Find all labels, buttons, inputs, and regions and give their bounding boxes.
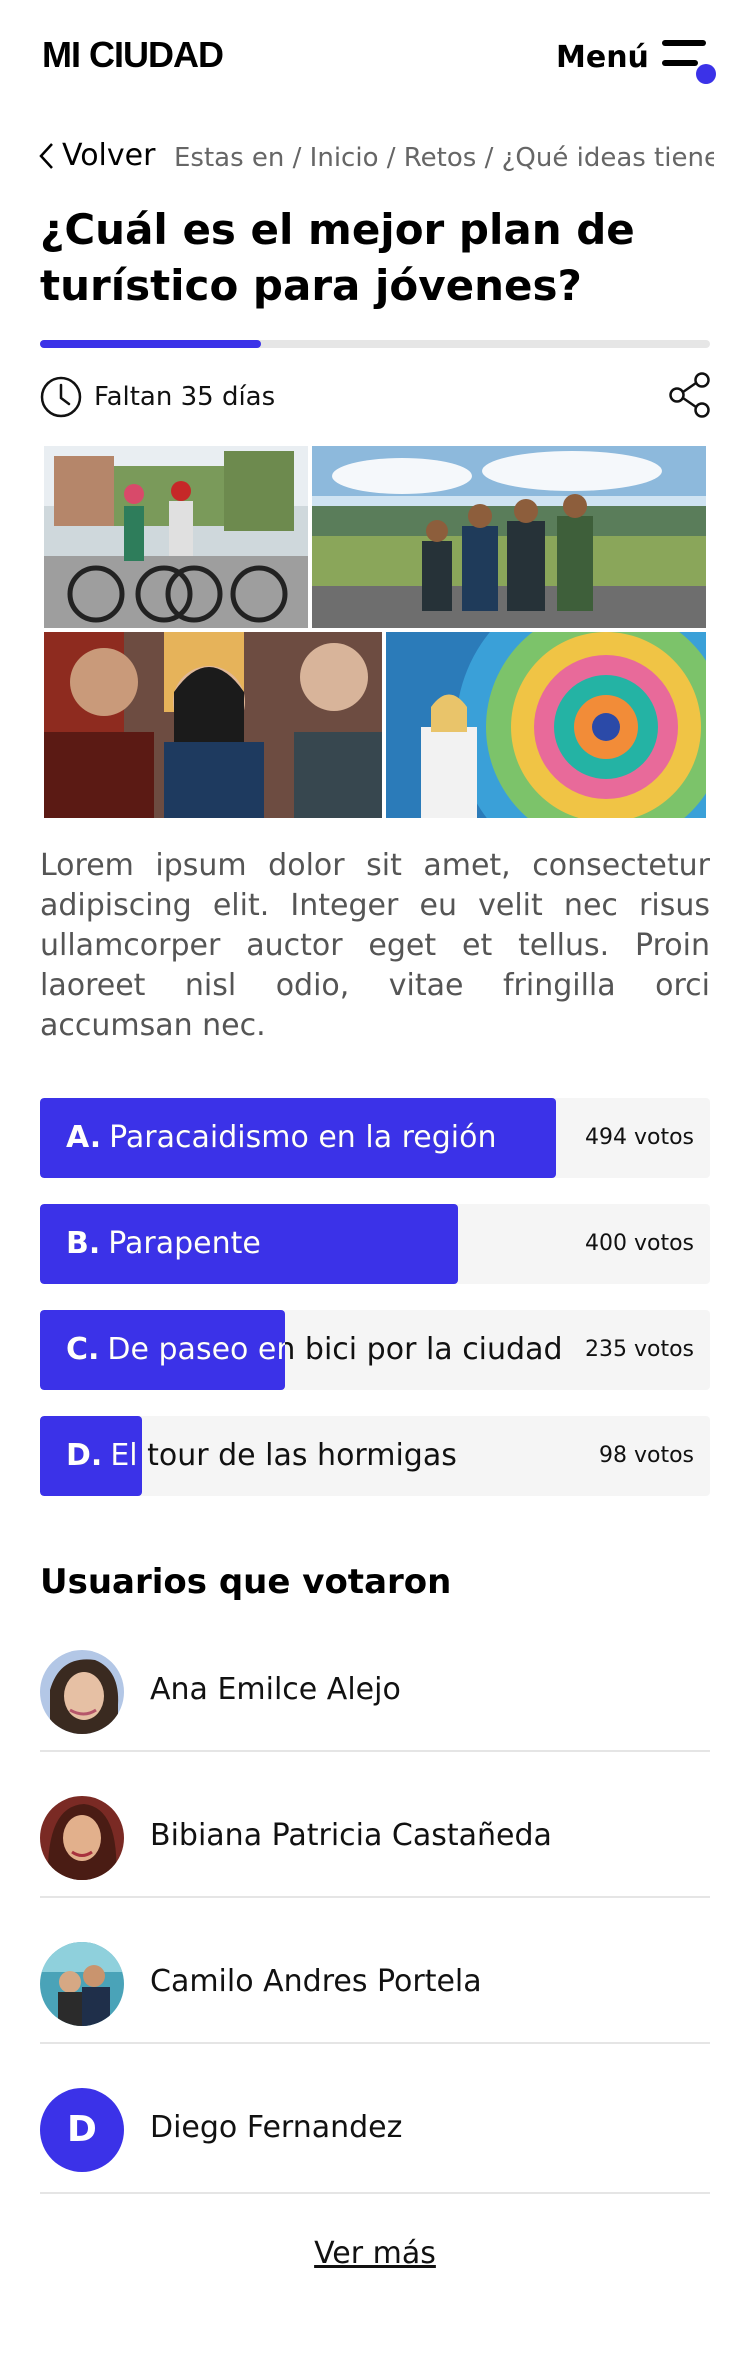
back-button[interactable]: Volver bbox=[38, 138, 155, 173]
deadline: Faltan 35 días bbox=[40, 376, 275, 418]
option-letter: C. bbox=[66, 1332, 100, 1367]
voter-name: Camilo Andres Portela bbox=[150, 1964, 482, 1999]
vote-bar-fill bbox=[40, 1098, 556, 1178]
deadline-text: Faltan 35 días bbox=[94, 382, 276, 412]
vote-option-c[interactable]: C. De paseo en bici por la ciudad C. De pa… bbox=[40, 1310, 710, 1390]
app-logo[interactable]: MI CIUDAD bbox=[42, 34, 224, 75]
hamburger-menu-icon[interactable] bbox=[662, 40, 720, 84]
option-label: Paracaidismo en la región bbox=[109, 1120, 497, 1155]
menu-label[interactable]: Menú bbox=[556, 40, 649, 75]
photo-cyclists[interactable] bbox=[44, 446, 308, 628]
option-label: De paseo en bici por la ciudad bbox=[107, 1332, 563, 1367]
photo-friends-eating[interactable] bbox=[44, 632, 382, 818]
avatar bbox=[40, 1942, 124, 2026]
breadcrumb[interactable]: Estas en / Inicio / Retos / ¿Qué ideas t… bbox=[174, 143, 714, 173]
option-letter: D. bbox=[66, 1438, 103, 1473]
avatar bbox=[40, 1796, 124, 1880]
page-title: ¿Cuál es el mejor plan de turístico para… bbox=[40, 205, 635, 310]
vote-count: 235 votos bbox=[584, 1337, 694, 1362]
vote-count: 400 votos bbox=[584, 1231, 694, 1256]
vote-option-a[interactable]: A. Paracaidismo en la región A. Paracaidis… bbox=[40, 1098, 710, 1178]
option-label: Parapente bbox=[108, 1226, 261, 1261]
voter-item[interactable]: D Diego Fernandez bbox=[40, 2044, 710, 2194]
vote-bar-fill bbox=[40, 1310, 285, 1390]
voter-item[interactable]: Bibiana Patricia Castañeda bbox=[40, 1752, 710, 1898]
vote-option-d[interactable]: D.El tour de las hormigas D.El tour de l… bbox=[40, 1416, 710, 1496]
option-letter: A. bbox=[66, 1120, 102, 1155]
app-header: MI CIUDAD Menú bbox=[0, 0, 750, 112]
vote-count: 98 votos bbox=[598, 1443, 694, 1468]
chevron-left-icon bbox=[39, 142, 53, 169]
challenge-description: Lorem ipsum dolor sit amet, consectetur … bbox=[40, 848, 710, 1043]
avatar bbox=[40, 1650, 124, 1734]
voter-item[interactable]: Camilo Andres Portela bbox=[40, 1898, 710, 2044]
time-progress-bar bbox=[40, 340, 710, 348]
vote-bar-fill bbox=[40, 1204, 458, 1284]
vote-option-b[interactable]: B. Parapente B. Parapente 400 votos bbox=[40, 1204, 710, 1284]
voter-name: Diego Fernandez bbox=[150, 2110, 403, 2145]
photo-mural[interactable] bbox=[386, 632, 706, 818]
see-more-link[interactable]: Ver más bbox=[314, 2236, 436, 2271]
back-label: Volver bbox=[62, 138, 156, 173]
photo-group-park[interactable] bbox=[312, 446, 706, 628]
option-letter: B. bbox=[66, 1226, 101, 1261]
vote-count: 494 votos bbox=[584, 1125, 694, 1150]
vote-bar-fill bbox=[40, 1416, 142, 1496]
voters-title: Usuarios que votaron bbox=[40, 1562, 452, 1602]
avatar-initial: D bbox=[40, 2088, 124, 2172]
photo-gallery bbox=[44, 446, 706, 818]
clock-icon bbox=[40, 376, 82, 418]
voter-name: Bibiana Patricia Castañeda bbox=[150, 1818, 552, 1853]
voter-item[interactable]: Ana Emilce Alejo bbox=[40, 1606, 710, 1752]
option-label: El tour de las hormigas bbox=[110, 1438, 457, 1473]
voter-name: Ana Emilce Alejo bbox=[150, 1672, 401, 1707]
share-icon[interactable] bbox=[668, 372, 712, 418]
time-progress-fill bbox=[40, 340, 261, 348]
